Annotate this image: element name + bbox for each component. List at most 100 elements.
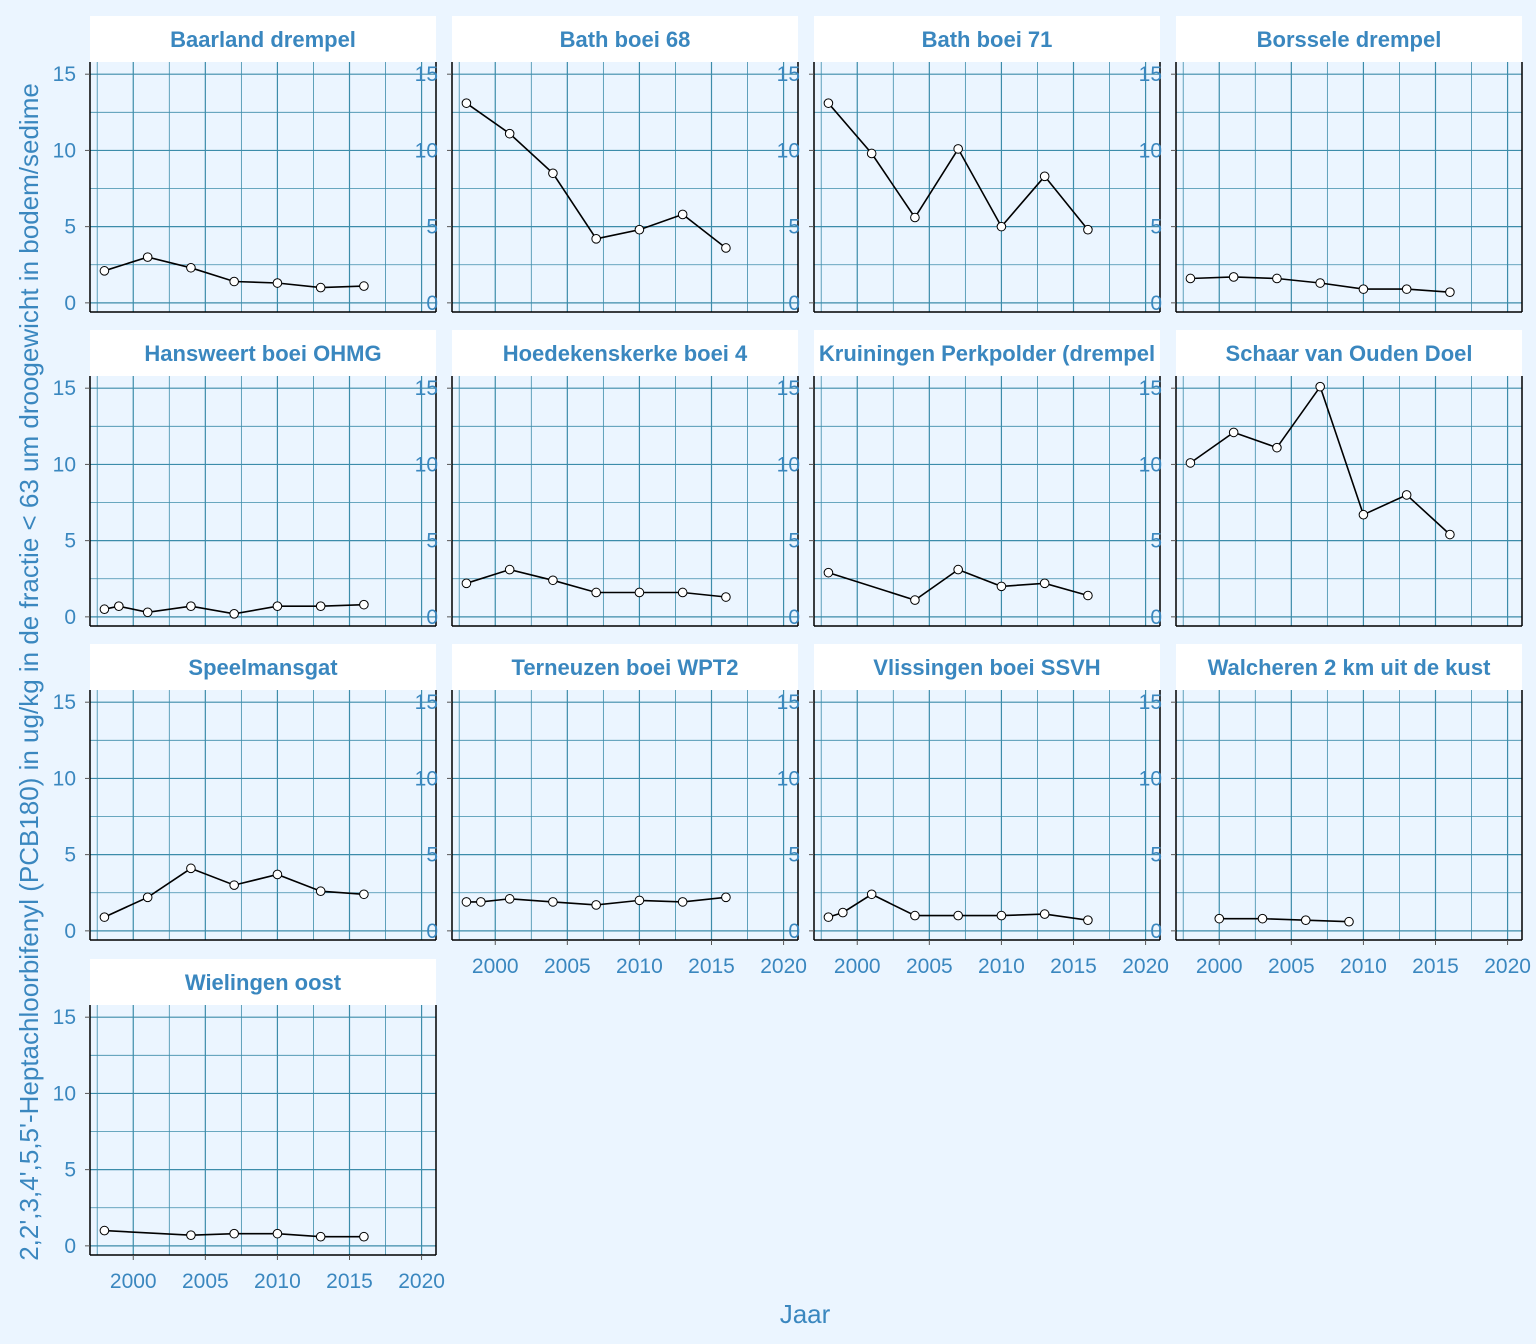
y-tick-label: 5 bbox=[426, 530, 438, 553]
panel-schaar-van-ouden-doel: Schaar van Ouden Doel 0 5 10 15 bbox=[1139, 330, 1523, 629]
data-point bbox=[315, 886, 326, 897]
data-point bbox=[504, 894, 515, 904]
data-point bbox=[1039, 909, 1050, 919]
data-point bbox=[866, 148, 877, 159]
data-point bbox=[1358, 509, 1369, 520]
data-point bbox=[315, 601, 326, 611]
data-point bbox=[1083, 590, 1093, 601]
data-point bbox=[591, 234, 601, 244]
data-point bbox=[315, 282, 326, 293]
data-point bbox=[721, 892, 731, 903]
data-point bbox=[272, 1228, 283, 1239]
data-point bbox=[953, 910, 963, 921]
x-tick-label: 2015 bbox=[1412, 955, 1459, 978]
data-point bbox=[910, 595, 920, 605]
x-tick-label: 2020 bbox=[760, 955, 807, 978]
y-tick-label: 15 bbox=[777, 377, 800, 400]
panel-area bbox=[1176, 690, 1522, 940]
panel-strip bbox=[90, 330, 436, 376]
data-point bbox=[359, 281, 369, 291]
data-point bbox=[186, 262, 196, 273]
y-tick-label: 10 bbox=[53, 767, 76, 790]
data-point bbox=[1083, 224, 1093, 235]
panel-title: Terneuzen boei WPT2 bbox=[512, 655, 739, 680]
data-point bbox=[272, 278, 283, 288]
x-tick-label: 2000 bbox=[834, 955, 881, 978]
data-point bbox=[99, 912, 110, 922]
x-tick-label: 2005 bbox=[544, 955, 591, 978]
panel-terneuzen-boei-wpt2: Terneuzen boei WPT2 0 5 10 15 2000 2005 2010 201… bbox=[415, 644, 807, 978]
panel-area bbox=[1176, 376, 1522, 626]
data-point bbox=[315, 1231, 326, 1242]
panel-title: Bath boei 71 bbox=[922, 27, 1053, 52]
data-point bbox=[1315, 381, 1325, 392]
panel-borssele-drempel: Borssele drempel 0 5 10 15 bbox=[1139, 16, 1523, 315]
y-tick-label: 15 bbox=[415, 691, 438, 714]
y-tick-label: 5 bbox=[64, 216, 76, 239]
data-point bbox=[461, 897, 472, 907]
panel-strip bbox=[90, 16, 436, 62]
y-tick-label: 15 bbox=[1139, 691, 1162, 714]
data-point bbox=[1445, 287, 1455, 297]
y-tick-label: 10 bbox=[1139, 139, 1162, 162]
data-point bbox=[186, 601, 196, 611]
data-point bbox=[866, 889, 877, 900]
series-line bbox=[828, 568, 1089, 601]
panel-strip bbox=[452, 644, 798, 690]
data-point bbox=[1039, 171, 1050, 182]
panel-hansweert-boei-ohmg: Hansweert boei OHMG 0 5 10 15 bbox=[53, 330, 437, 629]
data-point bbox=[272, 601, 283, 611]
x-tick-label: 2010 bbox=[254, 1270, 301, 1293]
data-point bbox=[1272, 273, 1282, 284]
panel-area bbox=[814, 690, 1160, 940]
panel-area bbox=[814, 376, 1160, 626]
data-point bbox=[996, 581, 1007, 592]
y-tick-label: 0 bbox=[788, 606, 800, 629]
y-tick-label: 10 bbox=[415, 767, 438, 790]
x-tick-label: 2000 bbox=[472, 955, 519, 978]
data-point bbox=[186, 1230, 196, 1240]
panel-title: Schaar van Ouden Doel bbox=[1226, 341, 1473, 366]
data-point bbox=[142, 892, 153, 903]
data-point bbox=[1185, 273, 1196, 284]
panel-title: Bath boei 68 bbox=[560, 27, 691, 52]
data-point bbox=[953, 144, 963, 154]
y-tick-label: 0 bbox=[64, 606, 76, 629]
data-point bbox=[953, 564, 963, 575]
data-point bbox=[1358, 284, 1369, 294]
x-tick-label: 2005 bbox=[906, 955, 953, 978]
panel-area bbox=[1176, 62, 1522, 312]
panel-strip bbox=[814, 16, 1160, 62]
data-point bbox=[1039, 578, 1050, 589]
series-line bbox=[104, 603, 364, 615]
series-line bbox=[828, 893, 1089, 921]
y-tick-label: 10 bbox=[777, 453, 800, 476]
x-tick-label: 2000 bbox=[1196, 955, 1243, 978]
data-point bbox=[823, 98, 834, 108]
y-tick-label: 5 bbox=[426, 216, 438, 239]
x-tick-label: 2020 bbox=[1484, 955, 1531, 978]
panel-hoedekenskerke-boei-4: Hoedekenskerke boei 4 0 5 10 15 bbox=[415, 330, 799, 629]
panel-area bbox=[90, 376, 436, 626]
data-point bbox=[910, 910, 920, 921]
data-point bbox=[1401, 284, 1412, 294]
series-line bbox=[104, 1229, 364, 1238]
panel-walcheren-2-km-uit-de-kust: Walcheren 2 km uit de kust 0 5 10 15 2000 2005… bbox=[1139, 644, 1531, 978]
data-point bbox=[142, 607, 153, 618]
y-tick-label: 5 bbox=[1150, 844, 1162, 867]
y-tick-label: 15 bbox=[53, 691, 76, 714]
data-point bbox=[634, 895, 645, 906]
y-tick-label: 0 bbox=[1150, 606, 1162, 629]
panel-strip bbox=[1176, 644, 1522, 690]
y-tick-label: 10 bbox=[415, 139, 438, 162]
panel-bath-boei-71: Bath boei 71 0 5 10 15 bbox=[777, 16, 1161, 315]
panel-strip bbox=[1176, 330, 1522, 376]
data-point bbox=[548, 897, 558, 907]
panel-area bbox=[90, 690, 436, 940]
data-point bbox=[229, 880, 239, 890]
panel-vlissingen-boei-ssvh: Vlissingen boei SSVH 0 5 10 15 2000 2005 2010 20… bbox=[777, 644, 1169, 978]
data-point bbox=[677, 209, 688, 220]
data-point bbox=[114, 601, 124, 611]
y-tick-label: 5 bbox=[64, 844, 76, 867]
data-point bbox=[272, 869, 283, 880]
